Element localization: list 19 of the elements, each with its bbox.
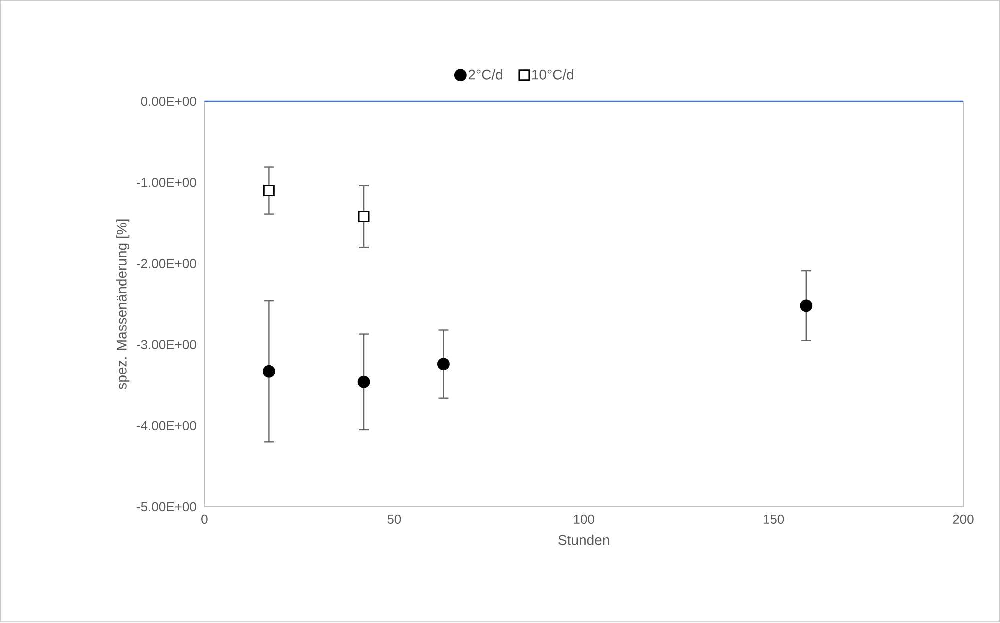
point — [800, 300, 813, 312]
legend-label: 10°C/d — [532, 70, 574, 80]
x-tick-label: 150 — [764, 515, 784, 524]
x-tick-label: 50 — [388, 515, 402, 524]
point — [438, 358, 450, 371]
y-axis-title: spez. Massenänderung [%] — [116, 220, 130, 390]
x-axis-title: Stunden — [558, 535, 610, 546]
y-tick-label: -5.00E+00 — [137, 502, 196, 512]
y-tick-label: -4.00E+00 — [137, 422, 196, 431]
x-tick-label: 0 — [202, 515, 208, 524]
y-tick-label: 0.00E+00 — [141, 97, 196, 106]
x-tick-label: 100 — [574, 515, 594, 524]
point — [262, 366, 276, 378]
y-tick-label: -3.00E+00 — [137, 340, 196, 350]
y-tick-label: -1.00E+00 — [137, 178, 196, 188]
y-tick-label: -2.00E+00 — [137, 259, 196, 269]
point — [358, 376, 370, 389]
x-tick-label: 200 — [953, 515, 974, 524]
legend-label: 2°C/d — [468, 70, 502, 80]
